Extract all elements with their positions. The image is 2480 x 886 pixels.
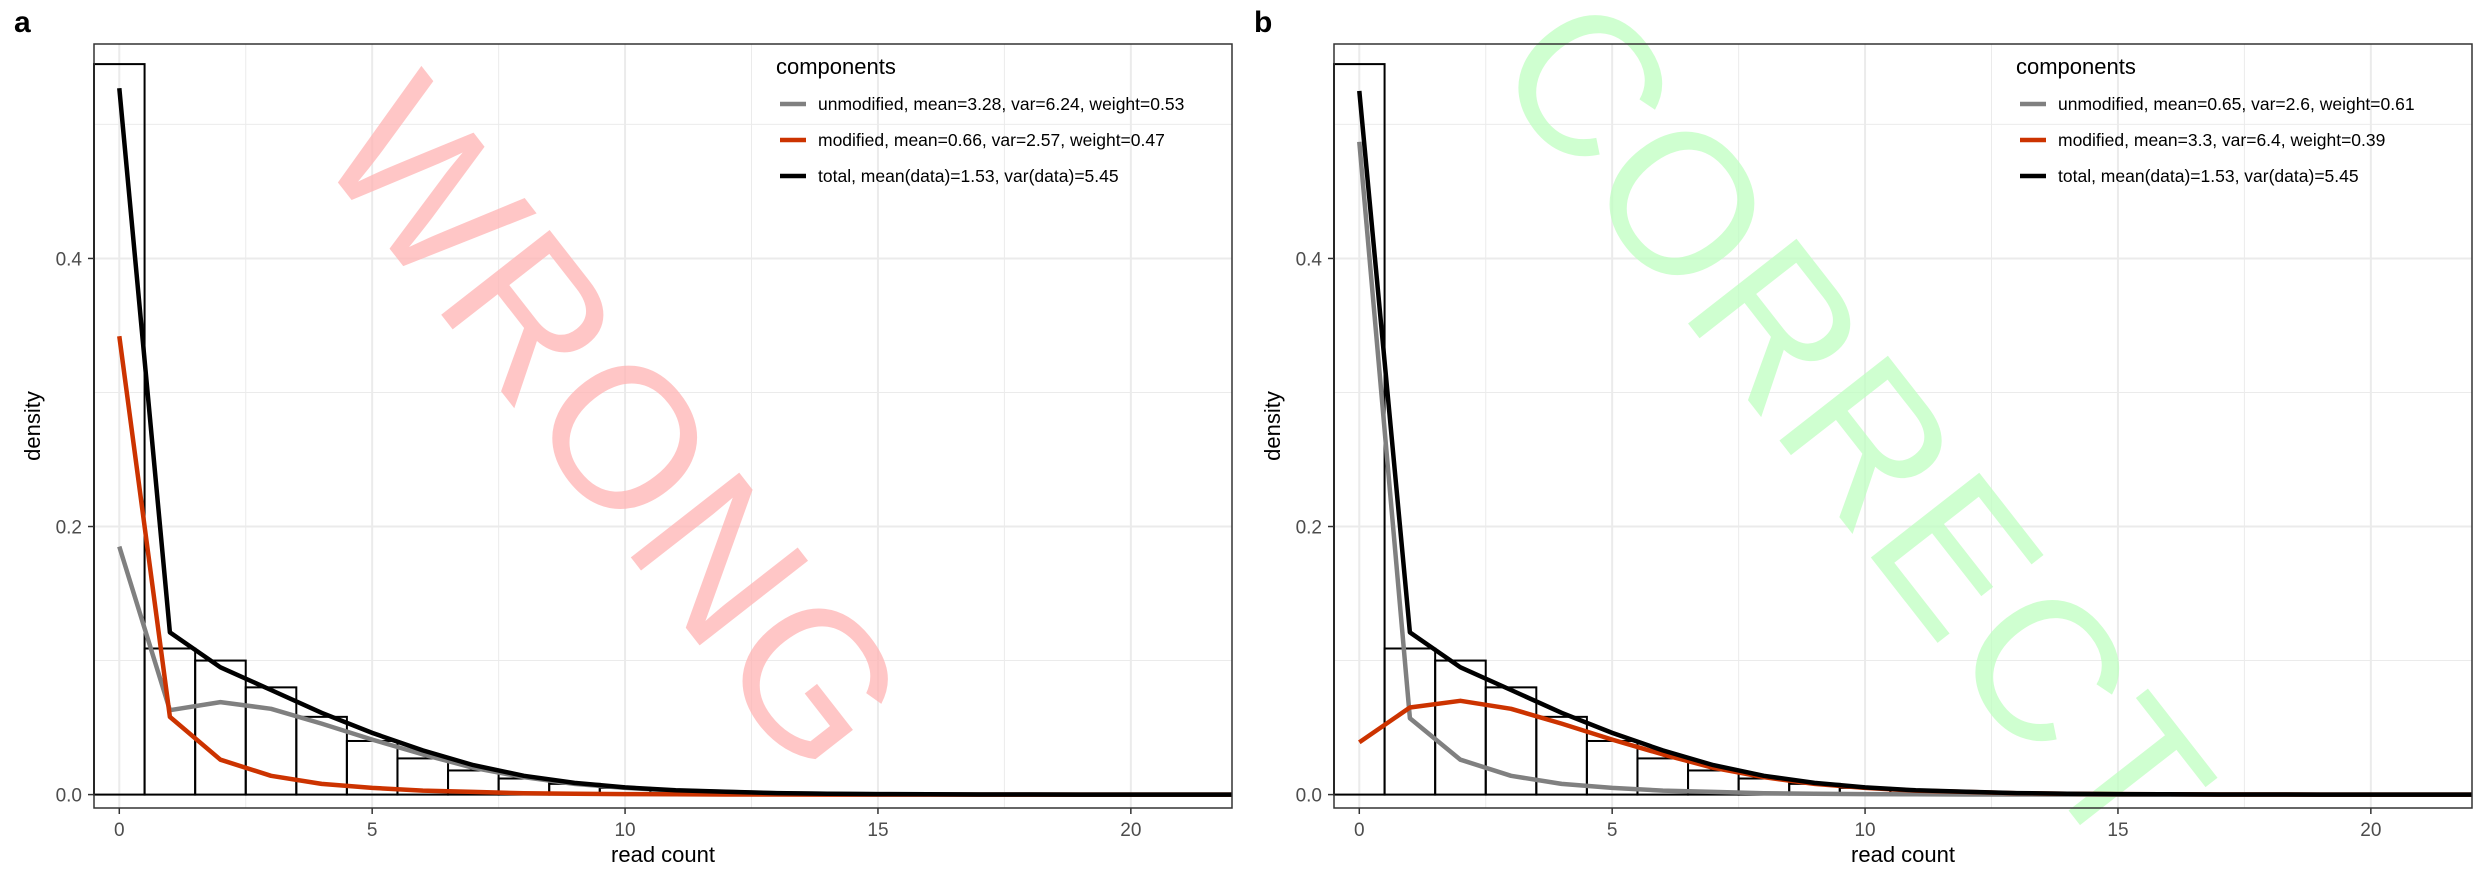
- x-tick-label: 20: [1120, 820, 1141, 841]
- x-tick-label: 0: [114, 820, 125, 841]
- x-axis-title: read count: [611, 842, 715, 867]
- x-tick-label: 15: [2107, 820, 2128, 841]
- legend-label-0: unmodified, mean=3.28, var=6.24, weight=…: [818, 94, 1184, 114]
- plot-background: [1334, 44, 2472, 808]
- x-tick-label: 10: [1854, 820, 1875, 841]
- x-tick-label: 15: [867, 820, 888, 841]
- plot-background: [94, 44, 1232, 808]
- series-line-2: [1357, 90, 2472, 797]
- legend: components unmodified, mean=3.28, var=6.2…: [776, 54, 1184, 186]
- y-tick-label: 0.2: [1296, 518, 1322, 539]
- plot-border: [93, 43, 1233, 809]
- y-tick-label: 0.4: [1296, 249, 1323, 270]
- y-axis-title: density: [1260, 391, 1285, 461]
- x-tick-label: 5: [367, 820, 378, 841]
- y-tick-label: 0.4: [56, 249, 83, 270]
- x-axis-title: read count: [1851, 842, 1955, 867]
- panel-label: a: [14, 6, 31, 39]
- panel-label: b: [1254, 6, 1273, 39]
- legend-title: components: [776, 54, 896, 79]
- panel-b: b CORRECT 0 5 10 15 20 0.0 0.2 0.4 read count dens…: [1240, 0, 2480, 886]
- series-line-2: [117, 87, 1232, 797]
- y-axis-title: density: [20, 391, 45, 461]
- plot-border: [1333, 43, 2473, 809]
- x-tick-label: 20: [2360, 820, 2381, 841]
- legend-label-0: unmodified, mean=0.65, var=2.6, weight=0…: [2058, 94, 2415, 114]
- legend-label-2: total, mean(data)=1.53, var(data)=5.45: [2058, 166, 2359, 186]
- legend-label-1: modified, mean=3.3, var=6.4, weight=0.39: [2058, 130, 2385, 150]
- legend-label-1: modified, mean=0.66, var=2.57, weight=0.…: [818, 130, 1165, 150]
- legend-label-2: total, mean(data)=1.53, var(data)=5.45: [818, 166, 1119, 186]
- legend-title: components: [2016, 54, 2136, 79]
- legend: components unmodified, mean=0.65, var=2.6…: [2016, 54, 2415, 186]
- y-tick-label: 0.2: [56, 518, 82, 539]
- x-tick-label: 5: [1607, 820, 1618, 841]
- x-tick-label: 10: [614, 820, 635, 841]
- panel-a: a WRONG 0 5 10 15 20 0.0 0.2 0.4 read count densit…: [14, 6, 1233, 867]
- y-tick-label: 0.0: [56, 786, 82, 807]
- x-tick-label: 0: [1354, 820, 1365, 841]
- y-tick-label: 0.0: [1296, 786, 1322, 807]
